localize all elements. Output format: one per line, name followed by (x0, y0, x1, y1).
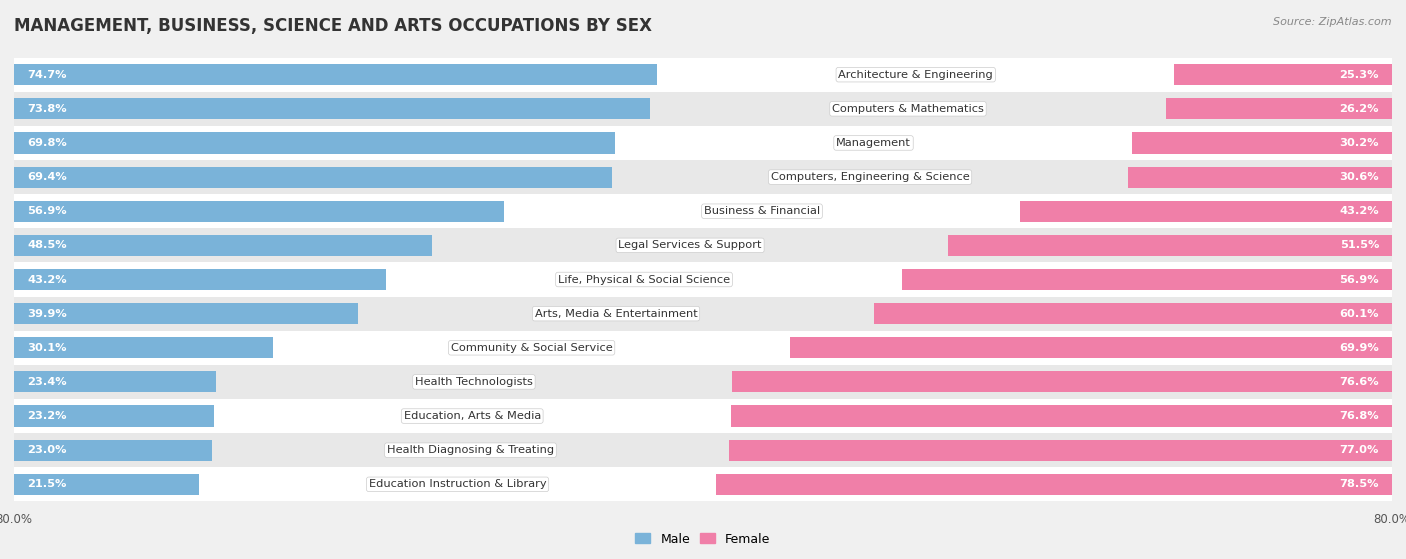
Text: 56.9%: 56.9% (27, 206, 66, 216)
Bar (14, 473, 200, 495)
Bar (14, 92, 1392, 126)
Bar (14, 167, 612, 188)
Text: 76.8%: 76.8% (1340, 411, 1379, 421)
Bar (901, 269, 1392, 290)
Text: Health Technologists: Health Technologists (415, 377, 533, 387)
Text: Architecture & Engineering: Architecture & Engineering (838, 70, 993, 80)
Text: 30.6%: 30.6% (1340, 172, 1379, 182)
Bar (14, 303, 357, 324)
Text: 39.9%: 39.9% (27, 309, 66, 319)
Text: 51.5%: 51.5% (1340, 240, 1379, 250)
Text: 43.2%: 43.2% (27, 274, 66, 285)
Text: 25.3%: 25.3% (1340, 70, 1379, 80)
Bar (14, 337, 273, 358)
Bar (14, 331, 1392, 365)
Text: Business & Financial: Business & Financial (704, 206, 820, 216)
Bar (14, 98, 650, 120)
Bar (14, 228, 1392, 262)
Text: 69.8%: 69.8% (27, 138, 66, 148)
Bar (790, 337, 1392, 358)
Text: Computers, Engineering & Science: Computers, Engineering & Science (770, 172, 970, 182)
Text: Computers & Mathematics: Computers & Mathematics (832, 104, 984, 114)
Bar (14, 126, 1392, 160)
Text: Management: Management (837, 138, 911, 148)
Bar (14, 297, 1392, 331)
Text: 74.7%: 74.7% (27, 70, 66, 80)
Bar (14, 405, 214, 427)
Text: Source: ZipAtlas.com: Source: ZipAtlas.com (1274, 17, 1392, 27)
Bar (14, 365, 1392, 399)
Legend: Male, Female: Male, Female (630, 528, 776, 551)
Bar (14, 269, 387, 290)
Bar (14, 467, 1392, 501)
Bar (14, 194, 1392, 228)
Bar (14, 262, 1392, 297)
Text: 77.0%: 77.0% (1340, 445, 1379, 455)
Bar (1132, 132, 1392, 154)
Text: Education Instruction & Library: Education Instruction & Library (368, 479, 547, 489)
Bar (14, 439, 212, 461)
Text: 56.9%: 56.9% (1340, 274, 1379, 285)
Bar (14, 160, 1392, 194)
Bar (728, 439, 1392, 461)
Bar (731, 405, 1392, 427)
Text: Community & Social Service: Community & Social Service (451, 343, 613, 353)
Bar (14, 235, 432, 256)
Text: 48.5%: 48.5% (27, 240, 66, 250)
Text: 23.2%: 23.2% (27, 411, 66, 421)
Text: MANAGEMENT, BUSINESS, SCIENCE AND ARTS OCCUPATIONS BY SEX: MANAGEMENT, BUSINESS, SCIENCE AND ARTS O… (14, 17, 652, 35)
Bar (14, 433, 1392, 467)
Bar (949, 235, 1392, 256)
Bar (1129, 167, 1392, 188)
Text: 23.4%: 23.4% (27, 377, 66, 387)
Text: 30.2%: 30.2% (1340, 138, 1379, 148)
Bar (716, 473, 1392, 495)
Bar (14, 58, 1392, 92)
Bar (1174, 64, 1392, 86)
Bar (14, 64, 658, 86)
Text: 78.5%: 78.5% (1340, 479, 1379, 489)
Text: 26.2%: 26.2% (1340, 104, 1379, 114)
Text: 60.1%: 60.1% (1340, 309, 1379, 319)
Text: 21.5%: 21.5% (27, 479, 66, 489)
Text: 23.0%: 23.0% (27, 445, 66, 455)
Text: 69.9%: 69.9% (1340, 343, 1379, 353)
Text: 76.6%: 76.6% (1340, 377, 1379, 387)
Text: 30.1%: 30.1% (27, 343, 66, 353)
Text: Legal Services & Support: Legal Services & Support (619, 240, 762, 250)
Bar (14, 371, 215, 392)
Bar (875, 303, 1392, 324)
Text: 73.8%: 73.8% (27, 104, 66, 114)
Bar (14, 399, 1392, 433)
Bar (733, 371, 1392, 392)
Bar (14, 132, 616, 154)
Text: Life, Physical & Social Science: Life, Physical & Social Science (558, 274, 730, 285)
Bar (1167, 98, 1392, 120)
Text: Health Diagnosing & Treating: Health Diagnosing & Treating (387, 445, 554, 455)
Bar (14, 201, 505, 222)
Text: 43.2%: 43.2% (1340, 206, 1379, 216)
Bar (1019, 201, 1392, 222)
Text: 69.4%: 69.4% (27, 172, 66, 182)
Text: Education, Arts & Media: Education, Arts & Media (404, 411, 541, 421)
Text: Arts, Media & Entertainment: Arts, Media & Entertainment (534, 309, 697, 319)
